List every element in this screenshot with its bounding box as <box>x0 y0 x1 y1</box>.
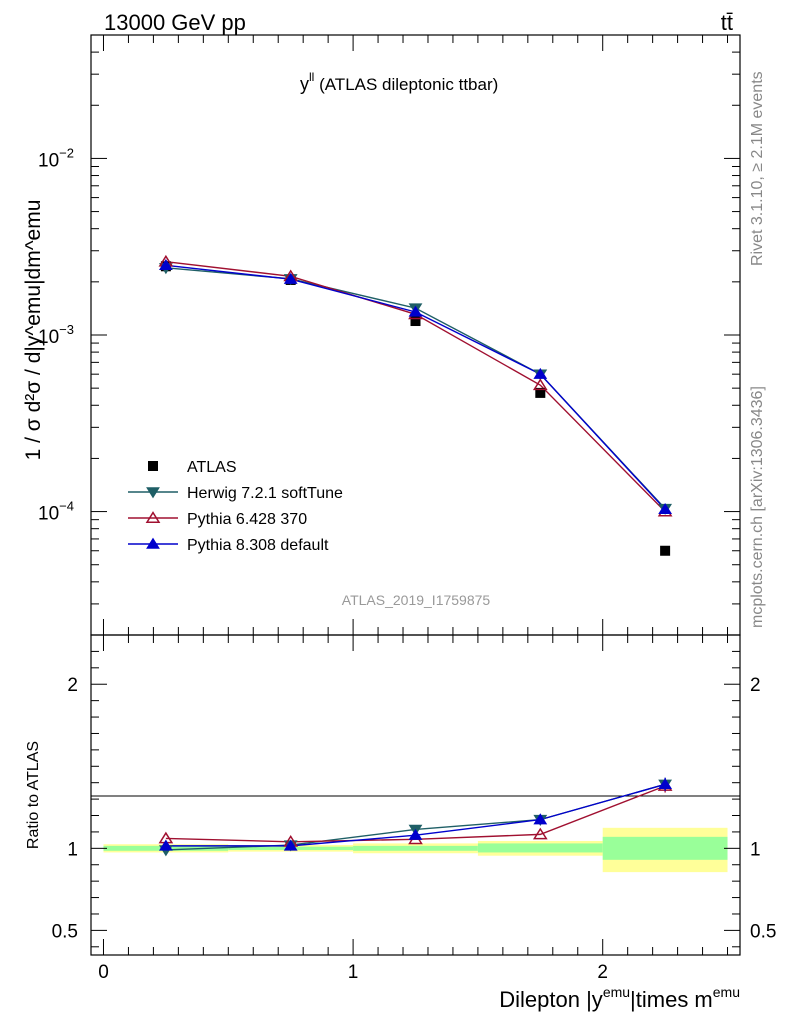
x-axis-label-mid: |times m <box>630 987 713 1012</box>
main-y-tick-label-base: 10 <box>38 327 59 348</box>
series-line-3 <box>165 264 666 510</box>
ratio-point-2-0 <box>158 839 173 851</box>
main-y-tick-label-exp: −2 <box>59 145 74 160</box>
rivet-label: Rivet 3.1.10, ≥ 2.1M events <box>749 71 766 266</box>
ratio-ticks: 0.5 0.5 1 1 2 2 0 1 2 <box>52 635 776 983</box>
series-line-2 <box>165 261 666 513</box>
ratio-point-1-3 <box>532 827 548 840</box>
analysis-id: ATLAS_2019_I1759875 <box>342 592 491 608</box>
legend-marker-3 <box>146 537 160 549</box>
legend: ATLAS Herwig 7.2.1 softTune Pythia 6.428 3… <box>128 459 343 554</box>
main-y-tick-label: 10−2 <box>38 145 74 171</box>
x-axis-label: Dilepton |yemu|times memu <box>499 984 740 1012</box>
main-y-tick-label-base: 10 <box>38 504 59 525</box>
x-axis-label-sup2: emu <box>713 984 740 1000</box>
data-point-3-2 <box>408 305 423 317</box>
main-title-rest: (ATLAS dileptonic ttbar) <box>314 75 498 94</box>
main-y-tick-label-exp: −4 <box>59 499 74 514</box>
main-panel: 10−410−310−2 yll (ATLAS dileptonic ttbar… <box>22 34 741 636</box>
legend-label-2: Pythia 6.428 370 <box>187 511 307 528</box>
x-tick-label: 2 <box>597 962 608 983</box>
main-y-tick-label: 10−4 <box>38 499 74 525</box>
data-point-3-1 <box>283 272 298 284</box>
legend-label-0: ATLAS <box>187 459 237 476</box>
ratio-y-tick-label: 0.5 <box>52 921 78 942</box>
data-point-2-3 <box>532 378 548 391</box>
main-title-var: y <box>300 74 309 94</box>
main-y-tick-label-exp: −3 <box>59 322 74 337</box>
legend-marker-1 <box>146 487 160 499</box>
ratio-uncertainty-bands <box>103 827 728 873</box>
ratio-point-2-3 <box>533 813 548 825</box>
x-axis-label-sup1: emu <box>603 984 630 1000</box>
header-process-label: tt̄ <box>721 10 733 35</box>
main-ticks: 10−410−310−2 <box>38 34 740 636</box>
main-title-sup: ll <box>309 70 314 84</box>
legend-label-1: Herwig 7.2.1 softTune <box>187 485 343 502</box>
legend-marker-0 <box>148 461 158 471</box>
ratio-y-axis-label: Ratio to ATLAS <box>25 741 42 849</box>
ratio-y-tick-label-right: 0.5 <box>750 921 776 942</box>
data-point-3-3 <box>533 367 548 379</box>
ratio-y-tick-label: 2 <box>67 675 78 696</box>
ratio-series-lines <box>165 783 666 851</box>
band-inner-4 <box>602 836 728 860</box>
x-tick-label: 0 <box>98 962 109 983</box>
main-y-tick-label-base: 10 <box>38 150 59 171</box>
mcplots-label: mcplots.cern.ch [arXiv:1306.3436] <box>749 386 766 628</box>
x-axis-label-main: Dilepton |y <box>499 987 603 1012</box>
data-point-3-0 <box>158 259 173 271</box>
ratio-y-tick-label: 1 <box>67 839 78 860</box>
ratio-point-2-2 <box>408 828 423 840</box>
main-series-points <box>158 254 673 556</box>
ratio-panel: 0.5 0.5 1 1 2 2 0 1 2 Ratio to ATLAS Dilepton |y… <box>25 634 776 1012</box>
ratio-y-tick-label-right: 1 <box>750 839 761 860</box>
ratio-point-2-4 <box>658 777 673 790</box>
main-y-tick-label: 10−3 <box>38 322 74 348</box>
data-point-0-4 <box>660 545 671 556</box>
main-title: yll (ATLAS dileptonic ttbar) <box>300 70 498 94</box>
ratio-y-tick-label-right: 2 <box>750 675 761 696</box>
header-energy-label: 13000 GeV pp <box>104 10 246 35</box>
data-point-3-4 <box>658 502 673 515</box>
main-series-lines <box>165 261 666 513</box>
ratio-frame <box>90 634 741 956</box>
band-inner-3 <box>477 843 603 853</box>
band-inner-2 <box>353 845 478 851</box>
x-tick-label: 1 <box>348 962 359 983</box>
legend-marker-2 <box>145 511 161 523</box>
legend-label-3: Pythia 8.308 default <box>187 537 329 554</box>
main-y-axis-label: 1 / σ d²σ / d|y^emu|dm^emu <box>22 200 45 461</box>
ratio-point-2-1 <box>283 839 298 851</box>
ratio-series-points <box>158 777 673 857</box>
data-point-0-3 <box>535 387 546 398</box>
data-point-0-2 <box>410 316 421 327</box>
